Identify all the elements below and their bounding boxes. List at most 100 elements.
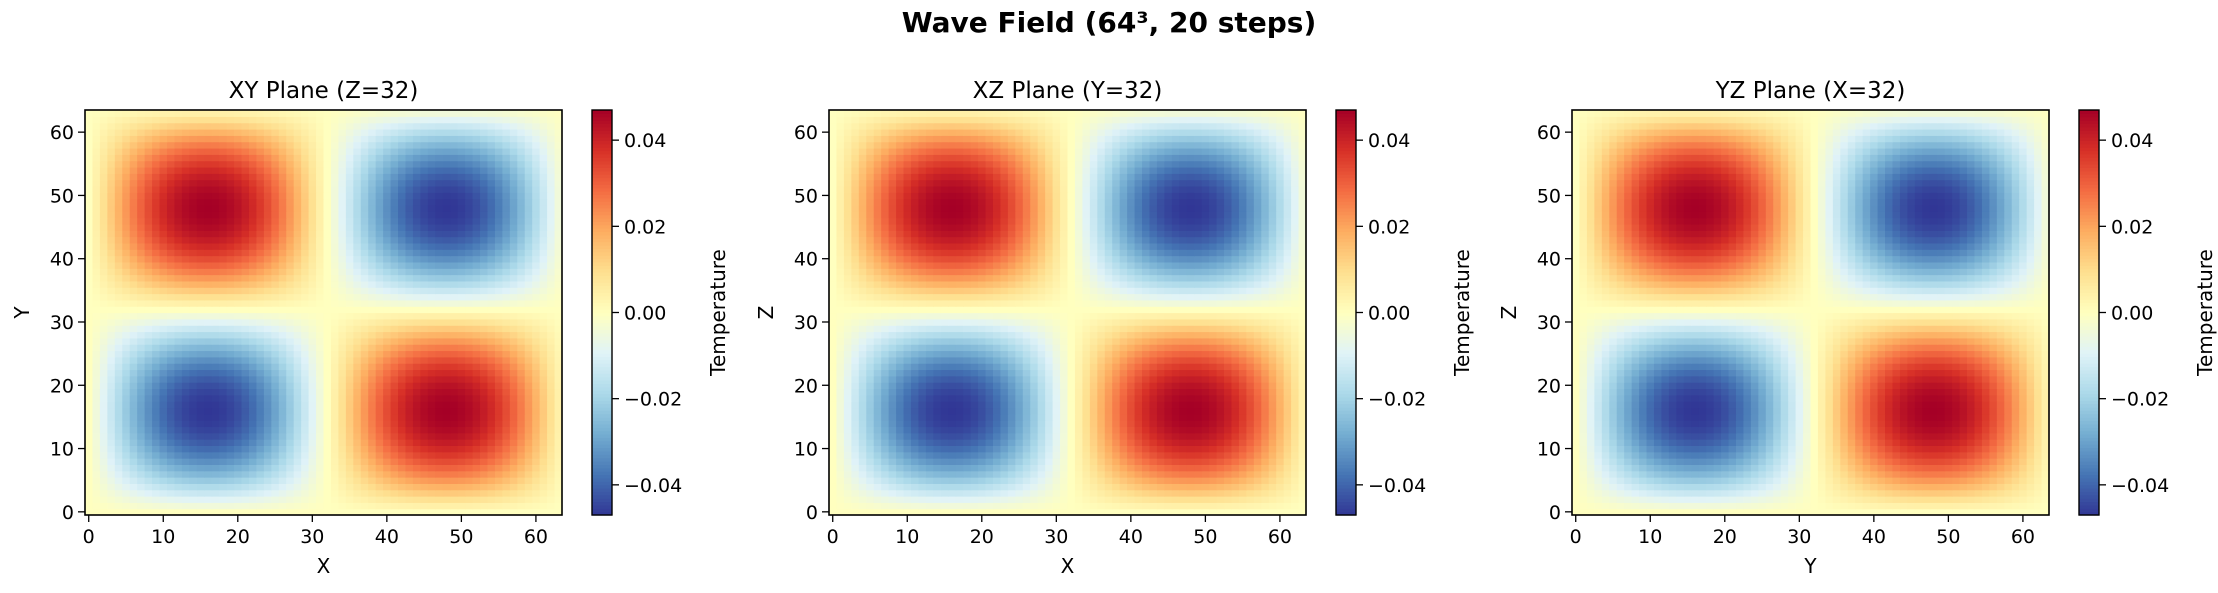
heatmap-cell <box>353 445 362 453</box>
heatmap-cell <box>353 318 362 326</box>
heatmap-cell <box>472 299 481 307</box>
heatmap-cell <box>1052 477 1061 484</box>
heatmap-cell <box>420 325 429 333</box>
heatmap-cell <box>450 325 459 333</box>
heatmap-cell <box>1015 464 1024 472</box>
heatmap-cell <box>360 407 369 415</box>
heatmap-cell <box>196 331 205 339</box>
heatmap-cell <box>487 331 496 339</box>
heatmap-cell <box>547 451 556 459</box>
heatmap-cell <box>420 432 429 440</box>
heatmap-cell <box>427 287 436 295</box>
heatmap-cell <box>338 394 347 402</box>
heatmap-cell <box>85 489 94 497</box>
heatmap-cell <box>293 331 302 339</box>
heatmap-cell <box>286 299 295 307</box>
heatmap-cell <box>204 508 213 516</box>
heatmap-cell <box>204 413 213 421</box>
heatmap-cell <box>1171 477 1180 484</box>
heatmap-cell <box>144 192 153 200</box>
heatmap-cell <box>92 420 101 428</box>
heatmap-cell <box>152 394 161 402</box>
heatmap-cell <box>353 223 362 231</box>
heatmap-cell <box>1216 502 1225 510</box>
heatmap-cell <box>137 439 146 446</box>
heatmap-cell <box>539 375 548 383</box>
heatmap-cell <box>502 160 511 168</box>
heatmap-cell <box>873 508 882 516</box>
heatmap-cell <box>189 426 198 434</box>
heatmap-cell <box>278 249 287 257</box>
heatmap-cell <box>1060 451 1069 459</box>
heatmap-cell <box>114 242 123 250</box>
heatmap-cell <box>442 128 451 136</box>
heatmap-cell <box>159 312 168 320</box>
heatmap-cell <box>1000 496 1009 503</box>
heatmap-cell <box>129 489 138 497</box>
heatmap-cell <box>398 122 407 130</box>
heatmap-cell <box>517 110 526 117</box>
heatmap-cell <box>1201 464 1210 472</box>
heatmap-cell <box>465 496 474 503</box>
heatmap-cell <box>420 407 429 415</box>
heatmap-cell <box>1142 451 1151 459</box>
heatmap-cell <box>189 249 198 257</box>
heatmap-cell <box>278 369 287 377</box>
heatmap-cell <box>330 375 339 383</box>
heatmap-cell <box>933 489 942 497</box>
heatmap-cell <box>1291 470 1300 478</box>
heatmap-cell <box>375 160 384 168</box>
heatmap-cell <box>263 439 272 446</box>
heatmap-cell <box>286 420 295 428</box>
heatmap-cell <box>1268 477 1277 484</box>
heatmap-cell <box>1000 502 1009 510</box>
heatmap-cell <box>398 135 407 143</box>
heatmap-cell <box>858 451 867 459</box>
heatmap-cell <box>219 470 228 478</box>
heatmap-cell <box>539 318 548 326</box>
heatmap-cell <box>330 470 339 478</box>
heatmap-cell <box>509 401 518 409</box>
heatmap-cell <box>166 255 176 263</box>
heatmap-cell <box>234 166 243 174</box>
heatmap-cell <box>271 110 280 117</box>
heatmap-cell <box>159 401 168 409</box>
heatmap-cell <box>353 179 362 187</box>
heatmap-cell <box>398 185 407 193</box>
heatmap-cell <box>450 116 459 124</box>
heatmap-cell <box>137 261 146 269</box>
colorbar-segment <box>592 383 612 388</box>
heatmap-cell <box>122 223 131 231</box>
heatmap-cell <box>308 432 317 440</box>
heatmap-cell <box>338 344 347 352</box>
colorbar-segment <box>592 305 612 310</box>
heatmap-cell <box>174 344 183 352</box>
heatmap-cell <box>353 198 362 206</box>
heatmap-cell <box>166 110 176 117</box>
heatmap-cell <box>554 154 563 162</box>
heatmap-cell <box>494 318 503 326</box>
heatmap-cell <box>480 223 489 231</box>
heatmap-cell <box>412 135 421 143</box>
heatmap-cell <box>420 192 429 200</box>
heatmap-cell <box>888 458 897 465</box>
heatmap-cell <box>465 502 474 510</box>
heatmap-cell <box>241 110 250 117</box>
heatmap-cell <box>487 426 496 434</box>
heatmap-cell <box>330 179 339 187</box>
heatmap-cell <box>487 217 496 225</box>
heatmap-cell <box>92 502 101 510</box>
heatmap-cell <box>152 496 161 503</box>
heatmap-cell <box>532 432 541 440</box>
heatmap-cell <box>1067 451 1076 459</box>
heatmap-cell <box>345 445 354 453</box>
heatmap-cell <box>442 185 451 193</box>
heatmap-cell <box>107 350 116 358</box>
heatmap-cell <box>457 160 466 168</box>
heatmap-cell <box>1276 464 1285 472</box>
heatmap-cell <box>211 502 220 510</box>
heatmap-cell <box>1283 502 1292 510</box>
heatmap-cell <box>323 420 332 428</box>
heatmap-cell <box>219 154 228 162</box>
heatmap-cell <box>196 280 205 288</box>
